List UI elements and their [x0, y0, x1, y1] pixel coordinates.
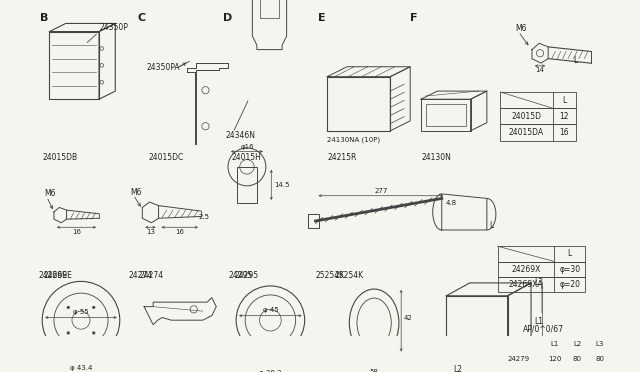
Text: L1: L1 — [534, 317, 543, 326]
Text: B: B — [40, 13, 49, 23]
Bar — [260, 0, 280, 18]
Text: 2.5: 2.5 — [198, 214, 209, 220]
Circle shape — [67, 306, 70, 309]
Text: φ 55: φ 55 — [73, 309, 89, 315]
Text: M6: M6 — [131, 187, 142, 197]
Text: 24295: 24295 — [228, 270, 252, 280]
Bar — [498, 246, 585, 262]
Text: 42: 42 — [404, 315, 413, 321]
Text: 58: 58 — [370, 369, 378, 372]
Text: 24215R: 24215R — [327, 153, 356, 162]
Text: 25254K: 25254K — [316, 270, 344, 280]
Bar — [446, 296, 508, 361]
Bar — [500, 92, 576, 108]
Bar — [494, 336, 611, 352]
Text: 24130N: 24130N — [421, 153, 451, 162]
Text: 24279: 24279 — [508, 356, 530, 362]
Bar — [500, 125, 576, 141]
Text: φ 38.2: φ 38.2 — [259, 371, 282, 372]
Text: 24015H: 24015H — [232, 153, 262, 162]
Text: L2: L2 — [573, 341, 582, 347]
Text: L: L — [573, 56, 577, 65]
Bar — [498, 277, 585, 292]
Text: 24015D: 24015D — [511, 112, 541, 121]
Bar — [500, 108, 576, 125]
Text: 24269X: 24269X — [511, 265, 541, 274]
Bar — [327, 77, 390, 131]
Text: L: L — [563, 96, 566, 105]
Text: 16: 16 — [72, 229, 81, 235]
Circle shape — [67, 331, 70, 334]
Text: 24130NA (10P): 24130NA (10P) — [327, 137, 380, 143]
Circle shape — [92, 331, 95, 334]
Text: L3: L3 — [596, 341, 604, 347]
Text: L1: L1 — [551, 341, 559, 347]
Bar — [498, 262, 585, 277]
Bar — [421, 99, 470, 131]
Text: L2: L2 — [454, 365, 463, 372]
Text: E: E — [318, 13, 326, 23]
Text: φ16: φ16 — [240, 144, 253, 150]
Text: 4.8: 4.8 — [445, 200, 456, 206]
Bar — [237, 167, 257, 203]
Text: 120: 120 — [548, 356, 562, 362]
Text: 80: 80 — [573, 356, 582, 362]
Text: L: L — [490, 221, 494, 230]
Text: F: F — [410, 13, 418, 23]
Text: 24015DB: 24015DB — [42, 153, 77, 162]
Text: 24295: 24295 — [234, 270, 259, 280]
Text: φ=30: φ=30 — [559, 265, 580, 274]
Text: 24269E: 24269E — [43, 270, 72, 280]
Text: D: D — [223, 13, 233, 23]
Bar — [260, 355, 281, 372]
Text: 14: 14 — [536, 67, 545, 73]
Text: φ 45: φ 45 — [262, 307, 278, 313]
Text: 16: 16 — [559, 128, 569, 137]
Bar — [494, 352, 611, 367]
Bar — [494, 367, 611, 372]
Text: 24350P: 24350P — [99, 23, 128, 32]
Text: 16: 16 — [175, 229, 184, 235]
Text: φ=20: φ=20 — [559, 280, 580, 289]
Text: 24015DC: 24015DC — [148, 153, 184, 162]
Text: 24346N: 24346N — [225, 131, 255, 140]
Text: 12: 12 — [559, 112, 569, 121]
Bar — [308, 214, 319, 228]
Text: 24274: 24274 — [140, 270, 164, 280]
Circle shape — [92, 306, 95, 309]
Text: L3: L3 — [534, 278, 544, 288]
Bar — [426, 104, 466, 126]
Text: 24015DA: 24015DA — [509, 128, 544, 137]
Text: 24274: 24274 — [129, 270, 153, 280]
Text: 14.5: 14.5 — [275, 182, 290, 188]
Text: 24269XA: 24269XA — [509, 280, 543, 289]
Text: L: L — [568, 249, 572, 259]
Text: 277: 277 — [374, 188, 388, 194]
Bar — [49, 32, 99, 99]
Text: 24269E: 24269E — [38, 270, 67, 280]
Text: 80: 80 — [596, 356, 605, 362]
Text: AP/0^0/67: AP/0^0/67 — [522, 325, 563, 334]
Text: M6: M6 — [44, 189, 56, 198]
Text: 25254K: 25254K — [335, 270, 364, 280]
Text: C: C — [138, 13, 146, 23]
Text: φ 43.4: φ 43.4 — [70, 365, 92, 371]
Text: 24350PA: 24350PA — [147, 63, 180, 72]
Text: M6: M6 — [516, 24, 527, 33]
Text: 13: 13 — [146, 229, 155, 235]
